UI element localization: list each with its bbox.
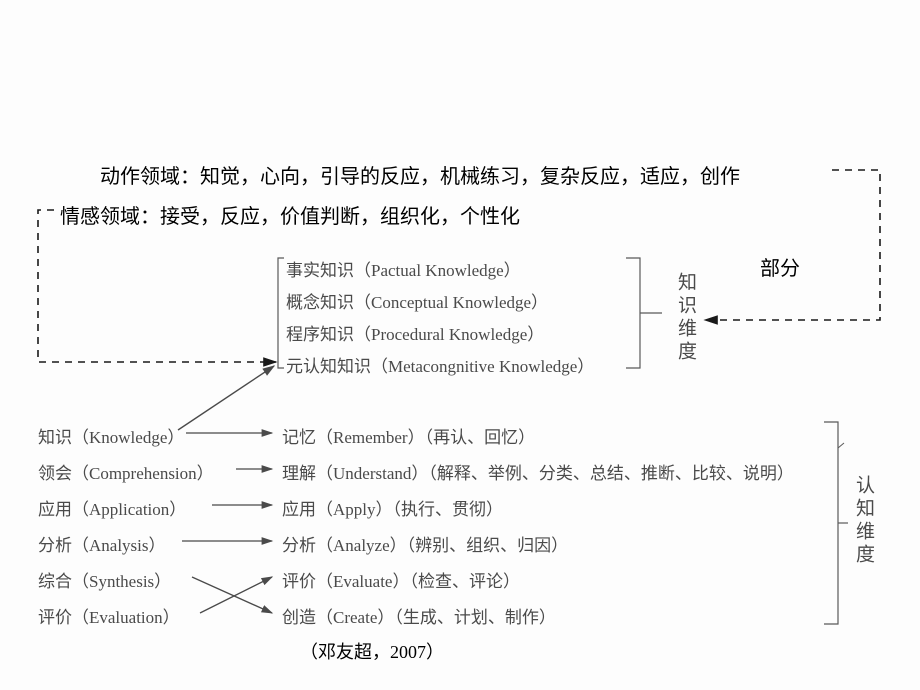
right-row-5: 创造（Create）（生成、计划、制作） (282, 603, 556, 628)
right-row-1: 理解（Understand）（解释、举例、分类、总结、推断、比较、说明） (282, 459, 794, 484)
left-row-4: 综合（Synthesis） (38, 567, 171, 592)
affective-domain-text: 情感领域：接受，反应，价值判断，组织化，个性化 (60, 200, 520, 229)
kd-item-0: 事实知识（Pactual Knowledge） (286, 256, 521, 281)
kd-item-1: 概念知识（Conceptual Knowledge） (286, 288, 548, 313)
kd-vertical-label: 知识维度 (672, 272, 699, 364)
right-row-2: 应用（Apply）（执行、贯彻） (282, 495, 503, 520)
kd-item-3: 元认知知识（Metacongnitive Knowledge） (286, 352, 594, 377)
motor-domain-text: 动作领域：知觉，心向，引导的反应，机械练习，复杂反应，适应，创作 (100, 160, 740, 189)
left-row-5: 评价（Evaluation） (38, 603, 180, 628)
bufen-label: 部分 (760, 252, 800, 281)
left-row-1: 领会（Comprehension） (38, 459, 214, 484)
kd-item-2: 程序知识（Procedural Knowledge） (286, 320, 544, 345)
left-row-2: 应用（Application） (38, 495, 186, 520)
right-row-4: 评价（Evaluate）（检查、评论） (282, 567, 520, 592)
right-row-3: 分析（Analyze）（辨别、组织、归因） (282, 531, 568, 556)
citation-text: （邓友超，2007） (300, 638, 444, 664)
left-row-0: 知识（Knowledge） (38, 423, 184, 448)
cd-vertical-label: 认知维度 (850, 475, 877, 567)
left-row-3: 分析（Analysis） (38, 531, 166, 556)
right-row-0: 记忆（Remember）（再认、回忆） (282, 423, 535, 448)
